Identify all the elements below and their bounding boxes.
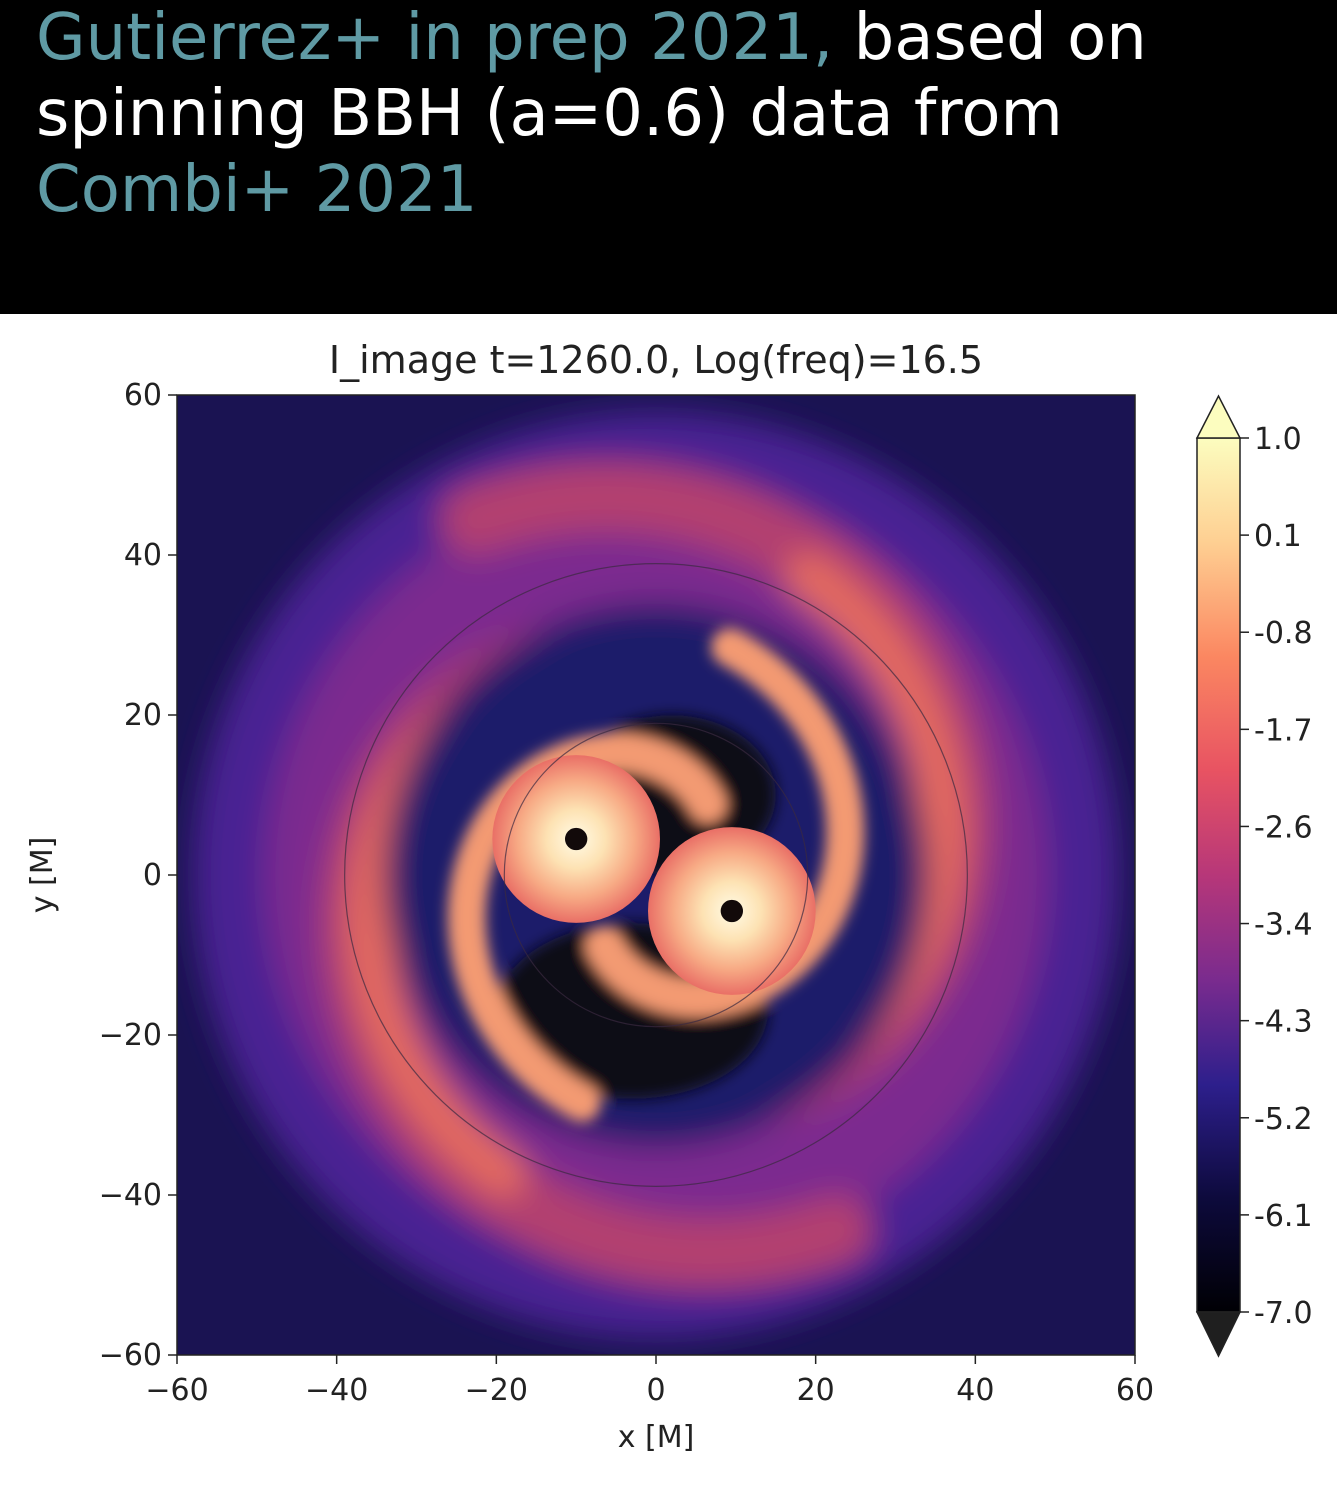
colorbar-gradient: [1196, 437, 1241, 1313]
x-tick-label-4: 20: [797, 1373, 835, 1408]
x-tick-label-3: 0: [646, 1373, 665, 1408]
colorbar-ticks: 1.0 0.1 -0.8 -1.7 -2.6 -3.4 -4.3 -5.2 -6.1 -7.0: [1240, 422, 1313, 1331]
x-axis: −60 −40 −20 0 20 40 60: [145, 1355, 1154, 1408]
caption-text-based-on: based on: [833, 1, 1147, 75]
x-tick-label-5: 40: [956, 1373, 994, 1408]
y-tick-label-0: −60: [99, 1338, 162, 1373]
colorbar: 1.0 0.1 -0.8 -1.7 -2.6 -3.4 -4.3 -5.2 -6.1 -7.0: [1195, 394, 1313, 1358]
colorbar-tick-label-7: -5.2: [1254, 1102, 1313, 1137]
colorbar-tick-label-8: -6.1: [1254, 1199, 1313, 1234]
y-tick-label-1: −40: [99, 1178, 162, 1213]
emission-source-1: [492, 755, 660, 923]
caption-ref-gutierrez: Gutierrez+ in prep 2021,: [36, 1, 834, 75]
orbit-circle-2: [503, 722, 809, 1028]
y-axis-label: y [M]: [25, 837, 60, 914]
y-axis: −60 −40 −20 0 20 40 60: [99, 378, 177, 1373]
colorbar-tick-label-1: 0.1: [1254, 519, 1302, 554]
orbit-circle-1: [344, 563, 968, 1187]
source-shadow-1: [564, 827, 588, 851]
x-tick-label-6: 60: [1116, 1373, 1154, 1408]
colorbar-tick-label-2: -0.8: [1254, 616, 1313, 651]
colorbar-tick-label-9: -7.0: [1254, 1296, 1313, 1331]
heatmap-emission: [192, 411, 1120, 1339]
x-tick-label-2: −20: [465, 1373, 528, 1408]
figure-panel: I_image t=1260.0, Log(freq)=16.5 −60 −40−…: [0, 314, 1337, 1490]
colorbar-tick-label-0: 1.0: [1254, 422, 1302, 457]
caption-ref-combi: Combi+ 2021: [36, 153, 478, 227]
colorbar-extend-top: [1195, 394, 1242, 439]
heatmap-outer-arms: [192, 411, 1120, 1339]
y-tick-label-5: 40: [124, 538, 162, 573]
slide-caption: Gutierrez+ in prep 2021, based on spinni…: [36, 0, 1316, 228]
y-tick-label-4: 20: [124, 698, 162, 733]
colorbar-tick-label-6: -4.3: [1254, 1005, 1313, 1040]
colorbar-tick-label-4: -2.6: [1254, 810, 1313, 845]
plot-title: I_image t=1260.0, Log(freq)=16.5: [329, 338, 983, 382]
x-axis-label: x [M]: [618, 1420, 695, 1455]
emission-source-2: [648, 827, 816, 995]
x-tick-label-1: −40: [305, 1373, 368, 1408]
y-tick-label-3: 0: [143, 858, 162, 893]
y-tick-label-6: 60: [124, 378, 162, 413]
source-shadow-2: [720, 899, 744, 923]
colorbar-extend-bottom: [1195, 1311, 1242, 1358]
y-tick-label-2: −20: [99, 1018, 162, 1053]
colorbar-tick-label-3: -1.7: [1254, 713, 1313, 748]
colorbar-tick-label-5: -3.4: [1254, 908, 1313, 943]
x-tick-label-0: −60: [145, 1373, 208, 1408]
heatmap-figure: I_image t=1260.0, Log(freq)=16.5 −60 −40−…: [25, 338, 1313, 1455]
heatmap-image: [177, 395, 1135, 1355]
caption-text-spinning: spinning BBH (a=0.6) data from: [36, 77, 1063, 151]
